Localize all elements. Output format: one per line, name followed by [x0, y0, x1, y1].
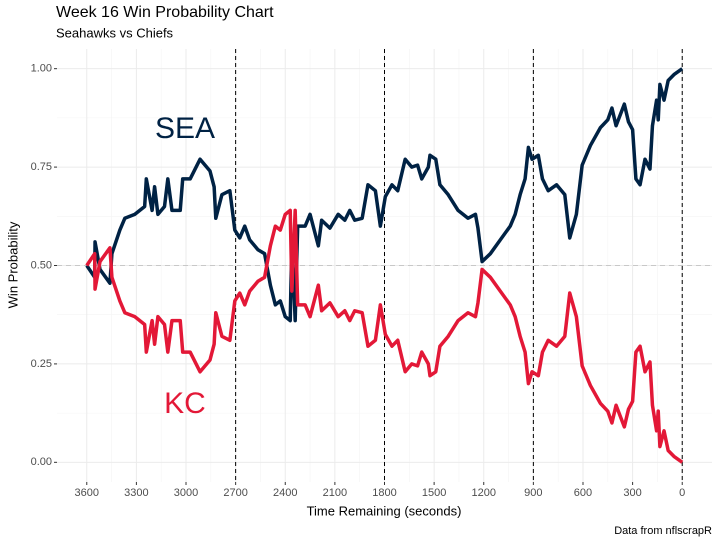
x-axis-title: Time Remaining (seconds): [307, 503, 462, 518]
y-tick-label: 0.50: [31, 259, 52, 271]
y-tick-label: 1.00: [31, 63, 52, 75]
series-line: [85, 67, 684, 323]
x-tick-label: 0: [679, 487, 685, 499]
y-axis-title: Win Probability: [5, 221, 20, 308]
x-tick-label: 2400: [273, 487, 297, 499]
y-tick-label: 0.75: [31, 161, 52, 173]
team-label: SEA: [155, 112, 215, 145]
x-tick-label: 3600: [75, 487, 99, 499]
x-tick-label: 3000: [174, 487, 198, 499]
caption: Data from nflscrapR: [614, 525, 712, 537]
x-tick-label: 900: [524, 487, 542, 499]
y-tick-label: 0.25: [31, 358, 52, 370]
x-tick-label: 1500: [422, 487, 446, 499]
x-tick-label: 2100: [323, 487, 347, 499]
series-line: [85, 208, 684, 464]
chart-title: Week 16 Win Probability Chart: [56, 4, 274, 21]
x-tick-label: 300: [623, 487, 641, 499]
x-tick-label: 1800: [372, 487, 396, 499]
x-tick-label: 1200: [472, 487, 496, 499]
y-tick-label: 0.00: [31, 456, 52, 468]
chart-subtitle: Seahawks vs Chiefs: [56, 25, 174, 40]
team-label: KC: [164, 387, 206, 420]
x-tick-label: 600: [574, 487, 592, 499]
x-tick-label: 2700: [223, 487, 247, 499]
x-tick-label: 3300: [124, 487, 148, 499]
